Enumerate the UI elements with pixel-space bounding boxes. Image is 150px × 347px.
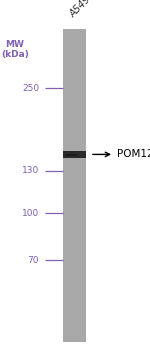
- Text: A549: A549: [68, 0, 93, 19]
- Bar: [63, 29, 86, 342]
- Bar: [63, 151, 86, 158]
- Bar: [68, 151, 81, 156]
- Text: 130: 130: [22, 166, 39, 175]
- Bar: [65, 151, 84, 157]
- Text: 100: 100: [22, 209, 39, 218]
- Text: MW
(kDa): MW (kDa): [1, 40, 29, 59]
- Text: 250: 250: [22, 84, 39, 93]
- Bar: [64, 154, 77, 156]
- Text: 70: 70: [27, 256, 39, 265]
- Text: POM121: POM121: [117, 150, 150, 159]
